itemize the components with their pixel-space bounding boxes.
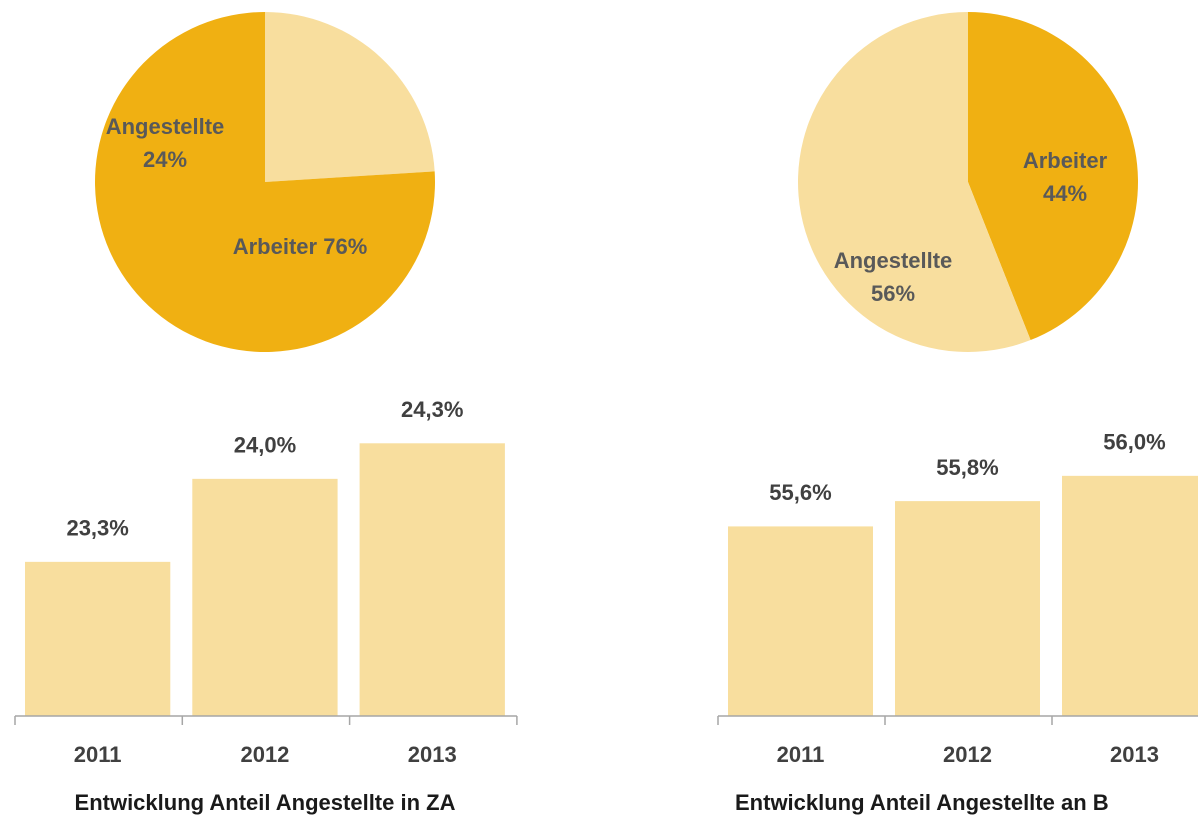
slice-value: 56% — [871, 281, 915, 306]
slice-name: Arbeiter — [233, 234, 318, 259]
slice-label: Arbeiter 76% — [233, 234, 368, 259]
slice-label: Angestellte — [106, 114, 225, 139]
bar — [192, 478, 338, 716]
slice-value: 76% — [323, 234, 367, 259]
bar-value-label: 23,3% — [66, 516, 128, 541]
slice-value: 44% — [1043, 181, 1087, 206]
bar-value-label: 56,0% — [1103, 430, 1165, 455]
x-tick-label: 2013 — [1110, 742, 1159, 767]
slice-label: 56% — [871, 281, 915, 306]
chart-title: Entwicklung Anteil Angestellte in ZA — [75, 790, 456, 815]
pie-slice — [265, 12, 435, 182]
x-tick-label: 2013 — [408, 742, 457, 767]
bar — [25, 561, 171, 716]
pie-slice — [798, 12, 1031, 353]
slice-value: 24% — [143, 147, 187, 172]
chart-title: Entwicklung Anteil Angestellte an B — [735, 790, 1109, 815]
slice-name: Arbeiter — [1023, 148, 1108, 173]
slice-label: Arbeiter — [1023, 148, 1108, 173]
slice-name: Angestellte — [834, 248, 953, 273]
bar — [1062, 475, 1198, 716]
bar-value-label: 24,3% — [401, 397, 463, 422]
slice-label: 24% — [143, 147, 187, 172]
x-tick-label: 2012 — [240, 742, 289, 767]
bar — [895, 501, 1040, 716]
pie-slice — [968, 12, 1138, 341]
pie-slice — [95, 12, 436, 352]
x-tick-label: 2012 — [943, 742, 992, 767]
bar — [728, 526, 873, 716]
slice-label: 44% — [1043, 181, 1087, 206]
x-tick-label: 2011 — [74, 742, 122, 767]
bar-value-label: 55,8% — [936, 455, 998, 480]
bar-value-label: 55,6% — [769, 480, 831, 505]
bar — [359, 443, 505, 716]
slice-label: Angestellte — [834, 248, 953, 273]
bar-value-label: 24,0% — [234, 433, 296, 458]
slice-name: Angestellte — [106, 114, 225, 139]
x-tick-label: 2011 — [777, 742, 825, 767]
